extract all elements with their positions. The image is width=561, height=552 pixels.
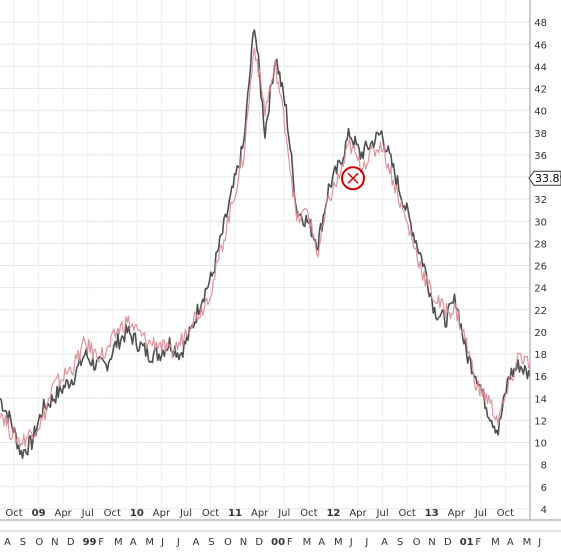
y-tick-label: 26 [534, 262, 547, 273]
x-tick-label-bottom: O [224, 537, 232, 548]
x-tick-label-bottom: A [318, 537, 325, 548]
x-tick-label-top: Apr [153, 508, 171, 519]
x-tick-label-bottom: J [364, 537, 368, 548]
x-tick-label-bottom: A [193, 537, 200, 548]
y-tick-label: 24 [534, 284, 547, 295]
x-tick-label-top: Jul [474, 508, 487, 519]
x-tick-label-top: 13 [425, 508, 439, 519]
x-tick-label-top: Apr [448, 508, 466, 519]
x-tick-label-bottom: M [523, 537, 532, 548]
y-tick-label: 46 [534, 40, 547, 51]
x-tick-label-bottom: 99 [83, 537, 97, 548]
x-tick-label-bottom: S [20, 537, 26, 548]
y-tick-label: 48 [534, 18, 547, 29]
x-tick-label-bottom: N [51, 537, 58, 548]
x-tick-label-bottom: D [67, 537, 75, 548]
y-tick-label: 32 [534, 195, 547, 206]
time-axis-bottom: A S O N D 99 F M A M J J A S O N D 00 F M A M J J A S O N D 01 F M A M J [4, 537, 541, 548]
x-tick-label-top: Oct [104, 508, 121, 519]
x-tick-label-bottom: F [287, 537, 293, 548]
x-tick-label-bottom: A [130, 537, 137, 548]
y-tick-label: 8 [541, 461, 547, 472]
y-tick-label: 16 [534, 372, 547, 383]
x-tick-label-bottom: S [397, 537, 403, 548]
x-tick-label-top: 10 [130, 508, 144, 519]
x-tick-label-top: Apr [251, 508, 269, 519]
current-price-flag: 33.89 [528, 170, 561, 186]
y-tick-label: 42 [534, 85, 547, 96]
x-tick-label-bottom: A [4, 537, 11, 548]
marker-layer [341, 166, 365, 191]
current-price-label: 33.89 [535, 172, 561, 185]
time-axis-top: Oct 09 Apr Jul Oct 10 Apr Jul Oct 11 Apr Jul Oct 12 Ap… [5, 508, 514, 519]
x-tick-label-bottom: 00 [271, 537, 285, 548]
x-tick-label-top: Jul [376, 508, 389, 519]
x-tick-label-bottom: S [208, 537, 214, 548]
price-series-line [0, 47, 531, 448]
series-layer [0, 29, 531, 460]
y-tick-label: 20 [534, 328, 547, 339]
y-tick-label: 12 [534, 416, 547, 427]
y-tick-label: 38 [534, 129, 547, 140]
grid-lines [0, 0, 530, 520]
y-tick-label: 28 [534, 239, 547, 250]
y-tick-label: 44 [534, 62, 547, 73]
x-tick-label-top: 12 [326, 508, 340, 519]
y-tick-label: 18 [534, 350, 547, 361]
x-tick-label-bottom: M [334, 537, 343, 548]
x-tick-label-top: Apr [54, 508, 72, 519]
y-tick-label: 10 [534, 439, 547, 450]
x-tick-label-bottom: A [381, 537, 388, 548]
x-tick-label-bottom: N [240, 537, 247, 548]
x-tick-label-bottom: J [537, 537, 541, 548]
x-tick-label-top: Apr [349, 508, 367, 519]
x-tick-label-top: Jul [277, 508, 290, 519]
x-tick-label-bottom: N [428, 537, 435, 548]
x-tick-label-bottom: M [303, 537, 312, 548]
y-tick-label: 14 [534, 394, 547, 405]
x-tick-label-bottom: F [475, 537, 481, 548]
x-tick-label-bottom: M [145, 537, 154, 548]
y-tick-label: 4 [541, 505, 547, 516]
x-tick-label-top: 09 [32, 508, 46, 519]
x-tick-label-bottom: M [491, 537, 500, 548]
x-tick-label-bottom: F [98, 537, 104, 548]
x-tick-label-bottom: J [160, 537, 164, 548]
x-tick-label-bottom: J [176, 537, 180, 548]
y-tick-label: 30 [534, 217, 547, 228]
y-axis: 4681012141618202224262830323436384042444… [534, 18, 547, 516]
y-tick-label: 22 [534, 306, 547, 317]
x-tick-label-bottom: J [349, 537, 353, 548]
x-tick-label-bottom: D [255, 537, 263, 548]
x-tick-label-top: Oct [300, 508, 317, 519]
x-tick-label-top: Jul [179, 508, 192, 519]
x-marker-circle [341, 166, 365, 191]
x-tick-label-bottom: D [444, 537, 452, 548]
x-tick-label-top: 11 [228, 508, 242, 519]
x-tick-label-top: Oct [497, 508, 514, 519]
x-marker-cross [347, 172, 359, 184]
y-tick-label: 36 [534, 151, 547, 162]
x-tick-label-top: Oct [5, 508, 22, 519]
x-tick-label-bottom: O [413, 537, 421, 548]
x-tick-label-bottom: A [507, 537, 514, 548]
x-tick-label-top: Oct [398, 508, 415, 519]
x-tick-label-bottom: 01 [460, 537, 474, 548]
y-tick-label: 40 [534, 107, 547, 118]
price-series-line [0, 29, 531, 460]
price-flag-shape [528, 170, 561, 186]
x-tick-label-bottom: O [35, 537, 43, 548]
x-tick-label-top: Oct [202, 508, 219, 519]
x-tick-label-top: Jul [81, 508, 94, 519]
x-tick-label-bottom: M [114, 537, 123, 548]
y-tick-label: 6 [541, 483, 547, 494]
